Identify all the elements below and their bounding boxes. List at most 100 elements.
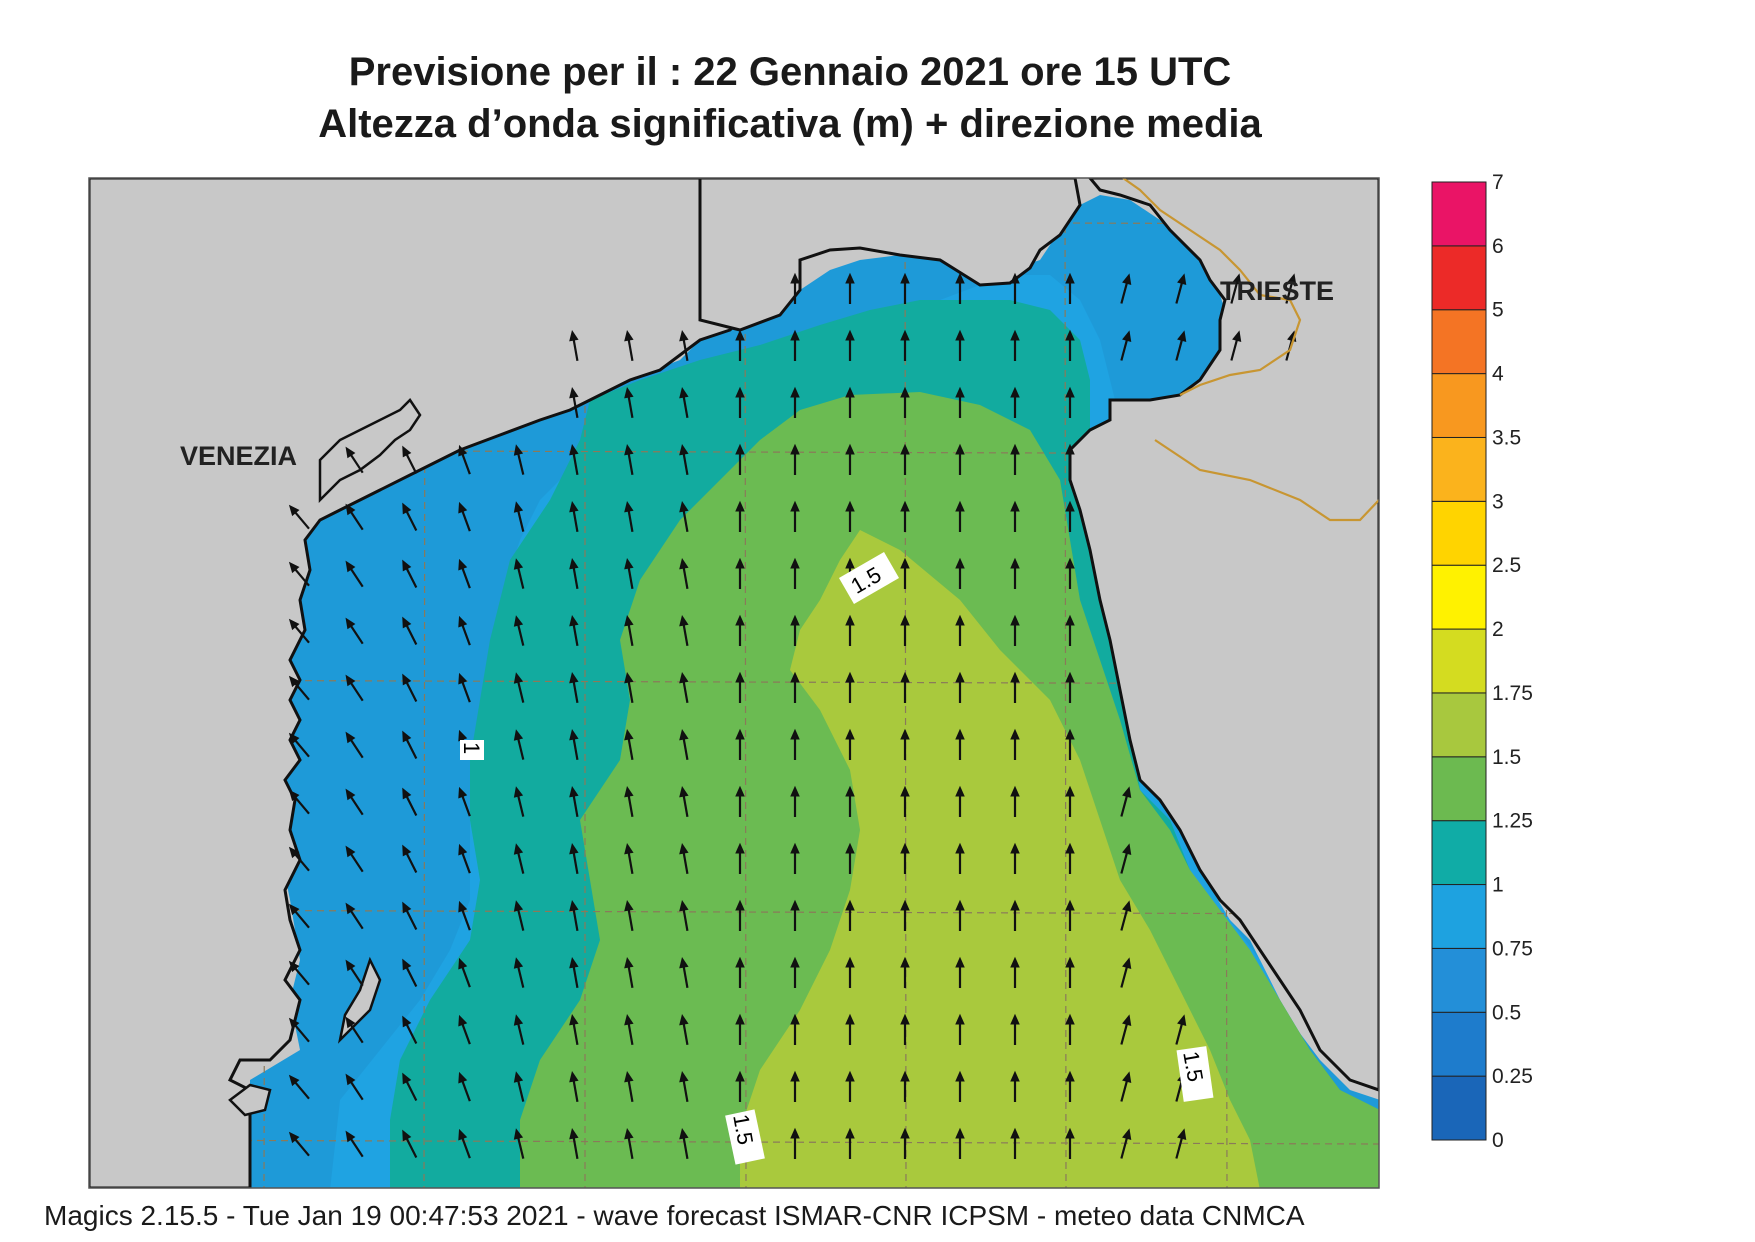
wave-direction-arrow [1010, 956, 1020, 988]
wave-direction-arrow [624, 1128, 634, 1159]
wave-direction-arrow [1065, 557, 1075, 589]
footer-credits: Magics 2.15.5 - Tue Jan 19 00:47:53 2021… [44, 1200, 1305, 1231]
wave-direction-arrow [1065, 329, 1075, 361]
wave-direction-arrow [1065, 1127, 1075, 1159]
wave-direction-arrow [1010, 842, 1020, 874]
colorbar-segment [1431, 1075, 1487, 1141]
wave-direction-arrow [458, 900, 471, 931]
wave-direction-arrow [900, 1070, 910, 1102]
wave-direction-arrow [735, 899, 745, 931]
wave-direction-arrow [1010, 443, 1020, 475]
wave-direction-arrow [735, 443, 745, 475]
wave-direction-arrow [1065, 785, 1075, 817]
contour-label-group-4: 1.5 [725, 1109, 765, 1165]
wave-direction-arrow [845, 614, 855, 646]
wave-direction-arrow [1065, 443, 1075, 475]
wave-direction-arrow [679, 330, 689, 361]
wave-direction-arrow [1010, 272, 1020, 304]
wave-direction-arrow [402, 445, 418, 474]
wave-direction-arrow [679, 1071, 689, 1102]
wave-direction-arrow [900, 386, 910, 418]
wave-direction-arrow [845, 1070, 855, 1102]
wave-direction-arrow [288, 675, 310, 701]
colorbar-segment [1431, 1011, 1487, 1077]
wave-direction-arrow [790, 272, 800, 304]
wave-direction-arrow [955, 785, 965, 817]
wave-direction-arrow [955, 500, 965, 532]
wave-direction-arrow [288, 1074, 310, 1100]
wave-direction-arrow [288, 846, 310, 872]
wave-direction-arrow [458, 843, 471, 874]
wave-direction-arrow [569, 729, 579, 760]
wave-direction-arrow [569, 501, 579, 532]
wave-direction-arrow [288, 561, 310, 587]
wave-direction-arrow [955, 614, 965, 646]
wave-direction-arrow [900, 728, 910, 760]
colorbar-segment [1431, 373, 1487, 438]
wave-direction-arrow [1065, 386, 1075, 418]
colorbar-segment [1431, 309, 1487, 375]
wave-direction-arrow [955, 899, 965, 931]
wave-direction-arrow [845, 1013, 855, 1045]
wave-direction-arrow [845, 443, 855, 475]
wave-direction-arrow [513, 558, 525, 589]
colorbar-segment [1431, 820, 1487, 886]
wave-direction-arrow [845, 956, 855, 988]
wave-direction-arrow [900, 272, 910, 304]
wave-direction-arrow [569, 330, 579, 361]
wave-direction-arrow [1175, 273, 1187, 304]
wave-direction-arrow [1120, 1014, 1132, 1045]
wave-direction-arrow [458, 957, 471, 988]
wave-direction-arrow [735, 386, 745, 418]
wave-direction-arrow [735, 1070, 745, 1102]
wave-direction-arrow [1230, 273, 1242, 304]
wave-direction-arrow [402, 901, 418, 930]
wave-direction-arrow [679, 843, 689, 874]
wave-direction-arrow [679, 672, 689, 703]
wave-direction-arrow [624, 615, 634, 646]
wave-direction-arrow [790, 1013, 800, 1045]
wave-direction-arrow [402, 787, 418, 816]
wave-direction-arrow [955, 1013, 965, 1045]
wave-direction-arrow [1065, 842, 1075, 874]
wave-direction-arrow [1010, 329, 1020, 361]
wave-direction-arrow [624, 843, 634, 874]
wave-direction-arrow [345, 1130, 364, 1158]
wave-direction-arrow [900, 671, 910, 703]
wave-direction-arrow [624, 501, 634, 532]
wave-direction-arrow [790, 557, 800, 589]
wave-direction-arrow [569, 1128, 579, 1159]
wave-direction-arrow [624, 672, 634, 703]
wave-direction-arrow [845, 899, 855, 931]
wave-direction-arrow [1010, 557, 1020, 589]
wave-direction-arrow [1065, 728, 1075, 760]
wave-direction-arrow [790, 500, 800, 532]
wave-direction-arrow [402, 958, 418, 987]
wave-direction-arrow [1120, 330, 1132, 361]
city-label-venezia: VENEZIA [180, 441, 297, 471]
wave-direction-arrow [845, 671, 855, 703]
wave-direction-arrow [679, 501, 689, 532]
wave-direction-arrow [345, 902, 364, 930]
wave-direction-arrow [790, 386, 800, 418]
wave-direction-arrow [900, 443, 910, 475]
wave-direction-arrow [1175, 1014, 1187, 1045]
wave-direction-arrow [402, 844, 418, 873]
colorbar-segment [1431, 947, 1487, 1013]
wave-direction-arrow [624, 1014, 634, 1045]
colorbar-tick-label: 2 [1492, 618, 1504, 641]
wave-direction-arrow [288, 1131, 310, 1157]
wave-direction-arrow [790, 671, 800, 703]
wave-direction-arrow [1120, 1128, 1132, 1159]
wave-height-field [89, 178, 1379, 1188]
wave-direction-arrow [955, 1127, 965, 1159]
wave-direction-arrow [458, 786, 471, 817]
page-subtitle: Altezza d’onda significativa (m) + direz… [318, 102, 1262, 146]
wave-direction-arrow [900, 329, 910, 361]
colorbar-tick-label: 0.5 [1492, 1001, 1521, 1024]
city-label-trieste: TRIESTE [1220, 276, 1334, 306]
wave-direction-arrow [679, 444, 689, 475]
wave-direction-arrow [955, 842, 965, 874]
wave-direction-arrow [569, 900, 579, 931]
wave-direction-arrow [513, 900, 525, 931]
